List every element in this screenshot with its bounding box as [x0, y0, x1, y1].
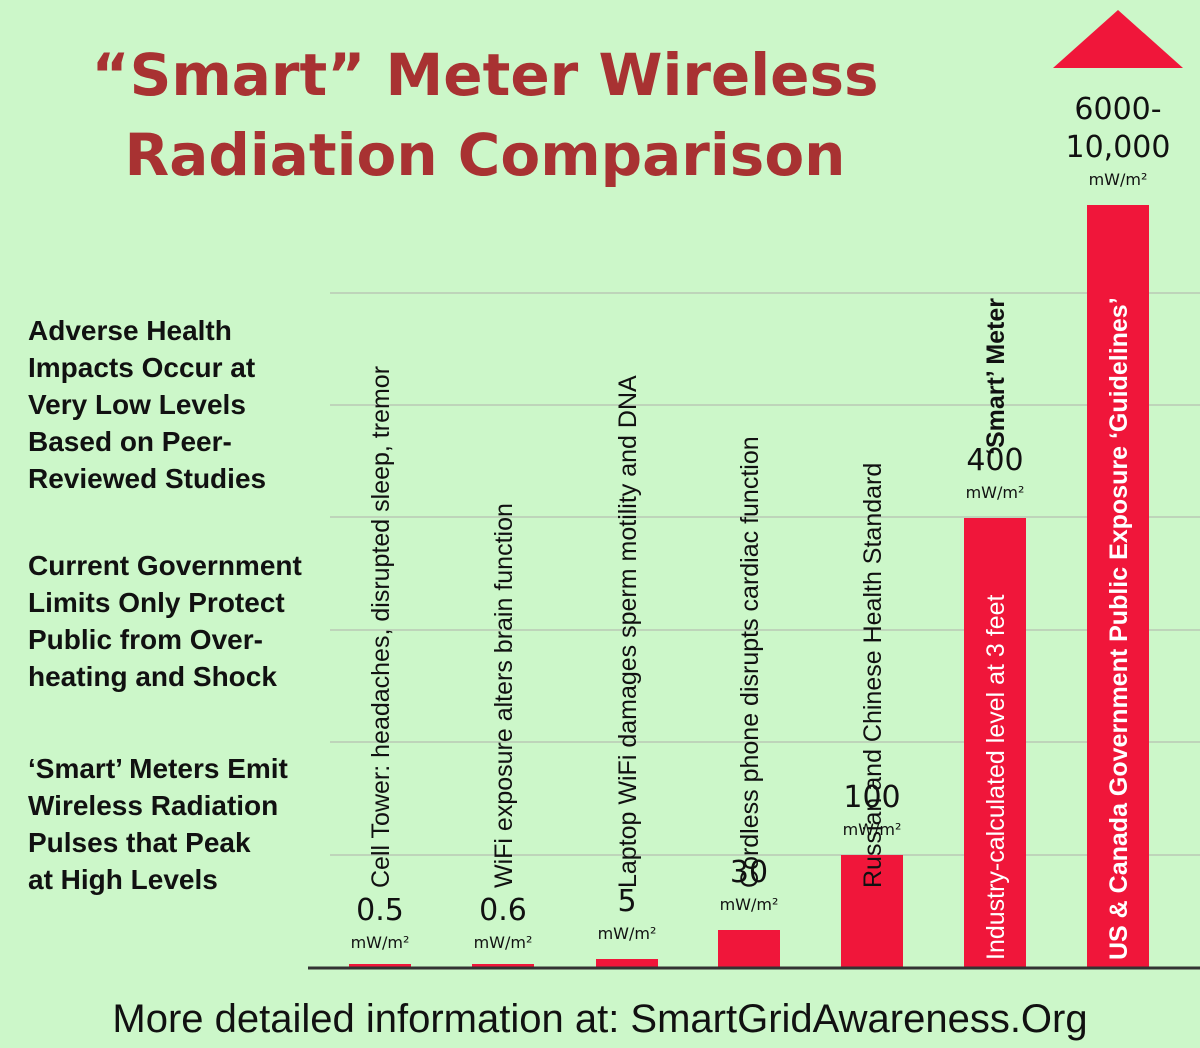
- note-line: Pulses that Peak: [28, 827, 251, 858]
- note-line: Current Government: [28, 550, 302, 581]
- arrow-head: [1053, 10, 1183, 68]
- note-line: Impacts Occur at: [28, 352, 255, 383]
- value-label: 400: [966, 443, 1023, 478]
- bar-label: Cell Tower: headaches, disrupted sleep, …: [367, 366, 395, 888]
- unit-label: mW/m²: [843, 820, 902, 839]
- value-label: 0.5: [356, 893, 404, 928]
- unit-label: mW/m²: [720, 895, 779, 914]
- note-line: Wireless Radiation: [28, 790, 278, 821]
- value-label: 10,000: [1066, 130, 1171, 165]
- note-line: at High Levels: [28, 864, 218, 895]
- title: Radiation Comparison: [125, 121, 846, 189]
- bar-label: Cordless phone disrupts cardiac function: [736, 436, 764, 888]
- title: “Smart” Meter Wireless: [91, 41, 878, 109]
- note-line: Reviewed Studies: [28, 463, 266, 494]
- value-label: 5: [617, 884, 636, 919]
- bar: [472, 964, 534, 968]
- note-line: Based on Peer-: [28, 426, 232, 457]
- unit-label: mW/m²: [598, 924, 657, 943]
- unit-label: mW/m²: [351, 933, 410, 952]
- unit-label: mW/m²: [474, 933, 533, 952]
- bar-inner-label: US & Canada Government Public Exposure ‘…: [1105, 297, 1133, 960]
- unit-label: mW/m²: [966, 483, 1025, 502]
- bar: [1087, 205, 1149, 968]
- note-line: Limits Only Protect: [28, 587, 285, 618]
- value-label: 100: [843, 780, 900, 815]
- value-label: 6000-: [1074, 92, 1161, 127]
- bar-label: ‘Smart’ Meter: [982, 298, 1010, 455]
- unit-label: mW/m²: [1089, 170, 1148, 189]
- bar-inner-label: Industry-calculated level at 3 feet: [982, 594, 1010, 960]
- note-line: Public from Over-: [28, 624, 263, 655]
- bar: [596, 959, 658, 968]
- bar: [349, 964, 411, 968]
- note-line: heating and Shock: [28, 661, 277, 692]
- note-line: Very Low Levels: [28, 389, 246, 420]
- value-label: 0.6: [479, 893, 527, 928]
- bar-label: Laptop WiFi damages sperm motility and D…: [614, 375, 642, 888]
- bar: [841, 855, 903, 968]
- bar-label: Russian and Chinese Health Standard: [859, 463, 887, 888]
- bar-label: WiFi exposure alters brain function: [490, 503, 518, 888]
- bar: [718, 930, 780, 968]
- note-line: ‘Smart’ Meters Emit: [28, 753, 288, 784]
- footer: More detailed information at: SmartGridA…: [112, 997, 1087, 1041]
- bar: [964, 518, 1026, 968]
- note-line: Adverse Health: [28, 315, 232, 346]
- value-label: 30: [730, 855, 768, 890]
